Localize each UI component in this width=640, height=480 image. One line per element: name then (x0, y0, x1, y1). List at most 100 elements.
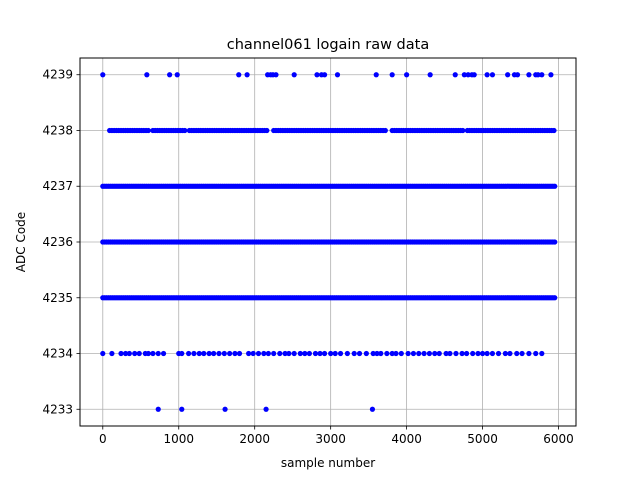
data-point (186, 350, 192, 357)
data-point (286, 350, 292, 357)
data-point (369, 406, 376, 412)
data-point (453, 350, 459, 357)
data-point (306, 350, 312, 357)
data-point (479, 350, 486, 357)
x-tick-label: 1000 (163, 432, 194, 446)
data-point (182, 127, 188, 134)
data-point (475, 350, 481, 357)
data-point (363, 350, 369, 357)
data-point (405, 350, 411, 357)
data-point (535, 72, 541, 78)
x-tick-label: 5000 (467, 432, 498, 446)
data-point (443, 350, 449, 357)
data-point (144, 72, 150, 78)
y-tick-label: 4238 (42, 123, 73, 137)
data-point (255, 350, 262, 357)
data-point (404, 72, 410, 78)
chart-title: channel061 logain raw data (227, 37, 429, 53)
data-point (321, 72, 328, 78)
data-point (526, 350, 532, 357)
x-tick-label: 3000 (315, 432, 346, 446)
data-point (227, 350, 233, 357)
data-point (167, 72, 173, 78)
data-point (145, 127, 151, 134)
data-point (174, 72, 180, 78)
data-point (118, 350, 124, 357)
data-point (514, 350, 520, 357)
data-point (160, 350, 167, 357)
data-point (351, 350, 357, 357)
data-point (312, 350, 319, 357)
data-point (191, 350, 197, 357)
data-point (552, 295, 558, 301)
plot-area-frame (79, 57, 577, 427)
data-point (551, 127, 557, 134)
x-tick-label: 4000 (391, 432, 422, 446)
data-point (452, 72, 458, 78)
data-point (432, 350, 438, 357)
data-point (514, 72, 521, 78)
data-point (398, 350, 404, 357)
data-point (122, 350, 129, 357)
data-point (484, 72, 490, 78)
y-tick-label: 4236 (42, 235, 73, 249)
data-point (489, 72, 496, 78)
data-point (436, 350, 442, 357)
data-point (211, 350, 217, 357)
data-point (447, 350, 453, 357)
data-point (426, 350, 432, 357)
data-point (539, 350, 545, 357)
data-point (552, 239, 558, 245)
data-point (384, 350, 390, 357)
data-point (495, 350, 502, 357)
data-point (382, 127, 388, 134)
data-point (389, 350, 395, 357)
data-point (271, 350, 277, 357)
data-point (533, 350, 539, 357)
data-point (421, 350, 427, 357)
data-point (314, 72, 320, 78)
data-point (145, 350, 151, 357)
data-point (539, 72, 545, 78)
y-tick-label: 4235 (42, 291, 73, 305)
data-point (410, 350, 417, 357)
data-point (100, 350, 106, 357)
y-tick-label: 4237 (42, 179, 73, 193)
data-point (460, 127, 466, 134)
data-point (291, 350, 297, 357)
y-tick-label: 4239 (42, 68, 73, 82)
data-point (265, 350, 271, 357)
data-point (236, 350, 243, 357)
data-point (370, 350, 376, 357)
data-point (221, 350, 227, 357)
data-point (250, 350, 256, 357)
data-point (465, 72, 471, 78)
data-point (273, 72, 279, 78)
data-point (244, 72, 250, 78)
data-point (356, 350, 363, 357)
data-point (378, 350, 384, 357)
data-point (334, 72, 341, 78)
data-point (291, 72, 297, 78)
data-point (393, 350, 399, 357)
data-point (471, 72, 477, 78)
data-point (505, 72, 511, 78)
data-point (297, 350, 303, 357)
data-point (502, 350, 508, 357)
data-point (150, 350, 156, 357)
data-point (337, 350, 344, 357)
data-point (155, 350, 161, 357)
data-point (374, 350, 380, 357)
data-point (548, 72, 554, 78)
data-point (489, 350, 496, 357)
data-point (302, 350, 308, 357)
data-point (264, 127, 270, 134)
data-point (132, 350, 138, 357)
data-point (416, 350, 422, 357)
data-point (427, 72, 433, 78)
data-point (263, 406, 269, 412)
data-point (332, 350, 338, 357)
data-point (236, 72, 242, 78)
data-point (179, 350, 185, 357)
data-point (232, 350, 238, 357)
